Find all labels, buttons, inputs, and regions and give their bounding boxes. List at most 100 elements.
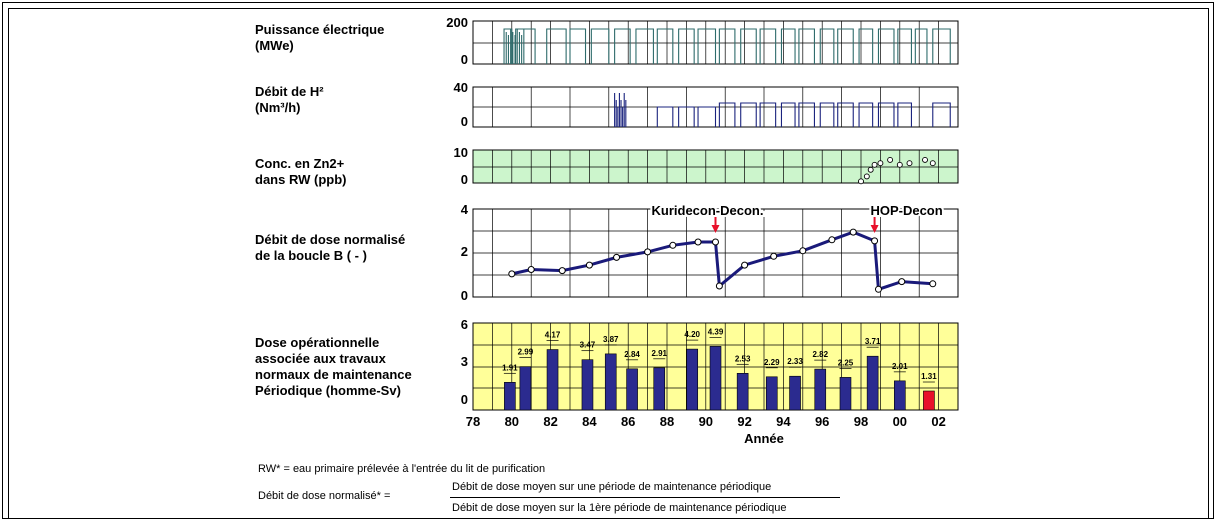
dose-bar xyxy=(789,375,801,411)
bar-value-label: 2.01 xyxy=(892,362,908,371)
y-tick-label: 200 xyxy=(446,15,468,30)
bar-value-label: 3.87 xyxy=(603,335,619,344)
zn-data-point xyxy=(871,161,878,168)
dose-rate-point xyxy=(712,238,719,246)
zn-data-point xyxy=(922,156,928,163)
y-tick-label: 0 xyxy=(461,172,468,187)
panel-label-opdose: Dose opérationnelle associée aux travaux… xyxy=(255,335,412,398)
x-axis-label: Année xyxy=(744,431,784,446)
bar-value-label: 2.99 xyxy=(518,348,534,357)
dose-rate-point xyxy=(527,266,535,273)
dose-rate-point xyxy=(613,253,621,261)
dose-bar xyxy=(546,349,559,411)
dose-rate-point xyxy=(669,241,677,249)
y-tick-label: 40 xyxy=(454,80,468,95)
x-tick-label: 86 xyxy=(621,414,635,429)
x-tick-label: 78 xyxy=(466,414,480,429)
bar-value-label: 2.91 xyxy=(651,349,667,358)
x-tick-label: 90 xyxy=(699,414,713,429)
dose-bar xyxy=(765,376,778,411)
panel-label-zn: Conc. en Zn2+ dans RW (ppb) xyxy=(255,156,347,187)
bar-value-label: 4.17 xyxy=(545,331,561,340)
bar-value-label: 4.20 xyxy=(684,330,700,339)
footnote-numerator: Débit de dose moyen sur une période de m… xyxy=(452,481,772,493)
dose-bar xyxy=(686,348,699,411)
dose-rate-point xyxy=(871,237,879,245)
x-tick-label: 02 xyxy=(931,414,945,429)
x-tick-label: 94 xyxy=(776,414,791,429)
y-tick-label: 0 xyxy=(461,114,468,129)
bar-value-label: 2.25 xyxy=(838,358,854,367)
y-tick-label: 3 xyxy=(461,354,468,369)
zn-data-point xyxy=(863,173,870,180)
dose-bar xyxy=(736,373,749,411)
power-series-line xyxy=(503,28,951,64)
dose-rate-point xyxy=(644,248,652,256)
y-tick-label: 2 xyxy=(461,244,468,259)
dose-rate-point xyxy=(694,238,702,246)
y-tick-label: 10 xyxy=(454,145,468,160)
zn-data-point xyxy=(887,156,894,163)
bar-value-label: 1.91 xyxy=(502,363,518,372)
dose-rate-point xyxy=(828,236,836,244)
dose-rate-point xyxy=(508,270,516,278)
dose-rate-point xyxy=(558,267,566,275)
y-tick-label: 0 xyxy=(461,392,468,407)
dose-rate-point xyxy=(741,261,749,269)
footnote-rw: RW* = eau primaire prélevée à l'entrée d… xyxy=(258,463,546,475)
x-tick-label: 98 xyxy=(854,414,868,429)
bar-value-label: 4.39 xyxy=(708,327,724,336)
zn-data-point xyxy=(929,160,936,167)
panel-label-h2: Débit de H² (Nm³/h) xyxy=(255,84,324,115)
x-tick-label: 92 xyxy=(737,414,751,429)
y-tick-label: 0 xyxy=(461,52,468,67)
panel-label-dose: Débit de dose normalisé de la boucle B (… xyxy=(255,232,406,263)
bar-value-label: 2.53 xyxy=(735,354,751,363)
zn-data-point xyxy=(858,178,864,185)
bar-value-label: 2.82 xyxy=(812,350,828,359)
dose-rate-point xyxy=(929,280,937,288)
x-tick-label: 96 xyxy=(815,414,829,429)
h2-series-line xyxy=(614,93,951,127)
dose-rate-point xyxy=(799,247,807,255)
dose-rate-point xyxy=(898,278,906,286)
bar-value-label: 2.33 xyxy=(787,357,803,366)
footnote-definition-label: Débit de dose normalisé* = xyxy=(258,490,391,502)
dose-rate-point xyxy=(849,228,857,236)
dose-bar xyxy=(839,377,852,411)
dose-bar xyxy=(581,359,594,411)
dose-bar xyxy=(866,355,879,411)
bar-value-label: 3.47 xyxy=(580,341,596,350)
y-tick-label: 4 xyxy=(461,202,469,217)
chart-canvas: 200 0 40 0 10 0 4 2 0 6 3 0 Kuridecon-Decon. HOP-Deco… xyxy=(446,15,959,446)
dose-bar xyxy=(653,367,666,411)
hop-decon-label: HOP-Decon xyxy=(870,203,942,218)
dose-bar xyxy=(923,390,935,411)
x-tick-label: 00 xyxy=(893,414,907,429)
zn-data-point xyxy=(906,160,913,167)
dose-bar xyxy=(893,380,906,411)
dose-bar xyxy=(626,368,638,411)
dose-bar xyxy=(604,353,617,411)
dose-rate-point xyxy=(715,282,723,290)
kuridecon-decon-label: Kuridecon-Decon. xyxy=(652,203,764,218)
bar-value-label: 3.71 xyxy=(865,337,881,346)
zn-data-point xyxy=(877,160,884,167)
x-tick-label: 80 xyxy=(505,414,519,429)
decon-arrow-head xyxy=(870,225,879,233)
dose-bar xyxy=(504,382,516,411)
y-tick-label: 6 xyxy=(461,317,468,332)
bar-value-label: 1.31 xyxy=(921,372,937,381)
dose-bar xyxy=(519,366,532,411)
panel-plot-area xyxy=(472,149,959,184)
dose-rate-point xyxy=(874,285,882,293)
zn-data-point xyxy=(896,161,903,168)
x-tick-label: 82 xyxy=(543,414,557,429)
zn-data-point xyxy=(867,166,874,173)
bar-value-label: 2.29 xyxy=(764,358,780,367)
x-tick-label: 84 xyxy=(582,414,597,429)
dose-bar xyxy=(814,368,827,411)
dose-bar xyxy=(709,346,722,411)
inner-frame xyxy=(8,8,1209,518)
